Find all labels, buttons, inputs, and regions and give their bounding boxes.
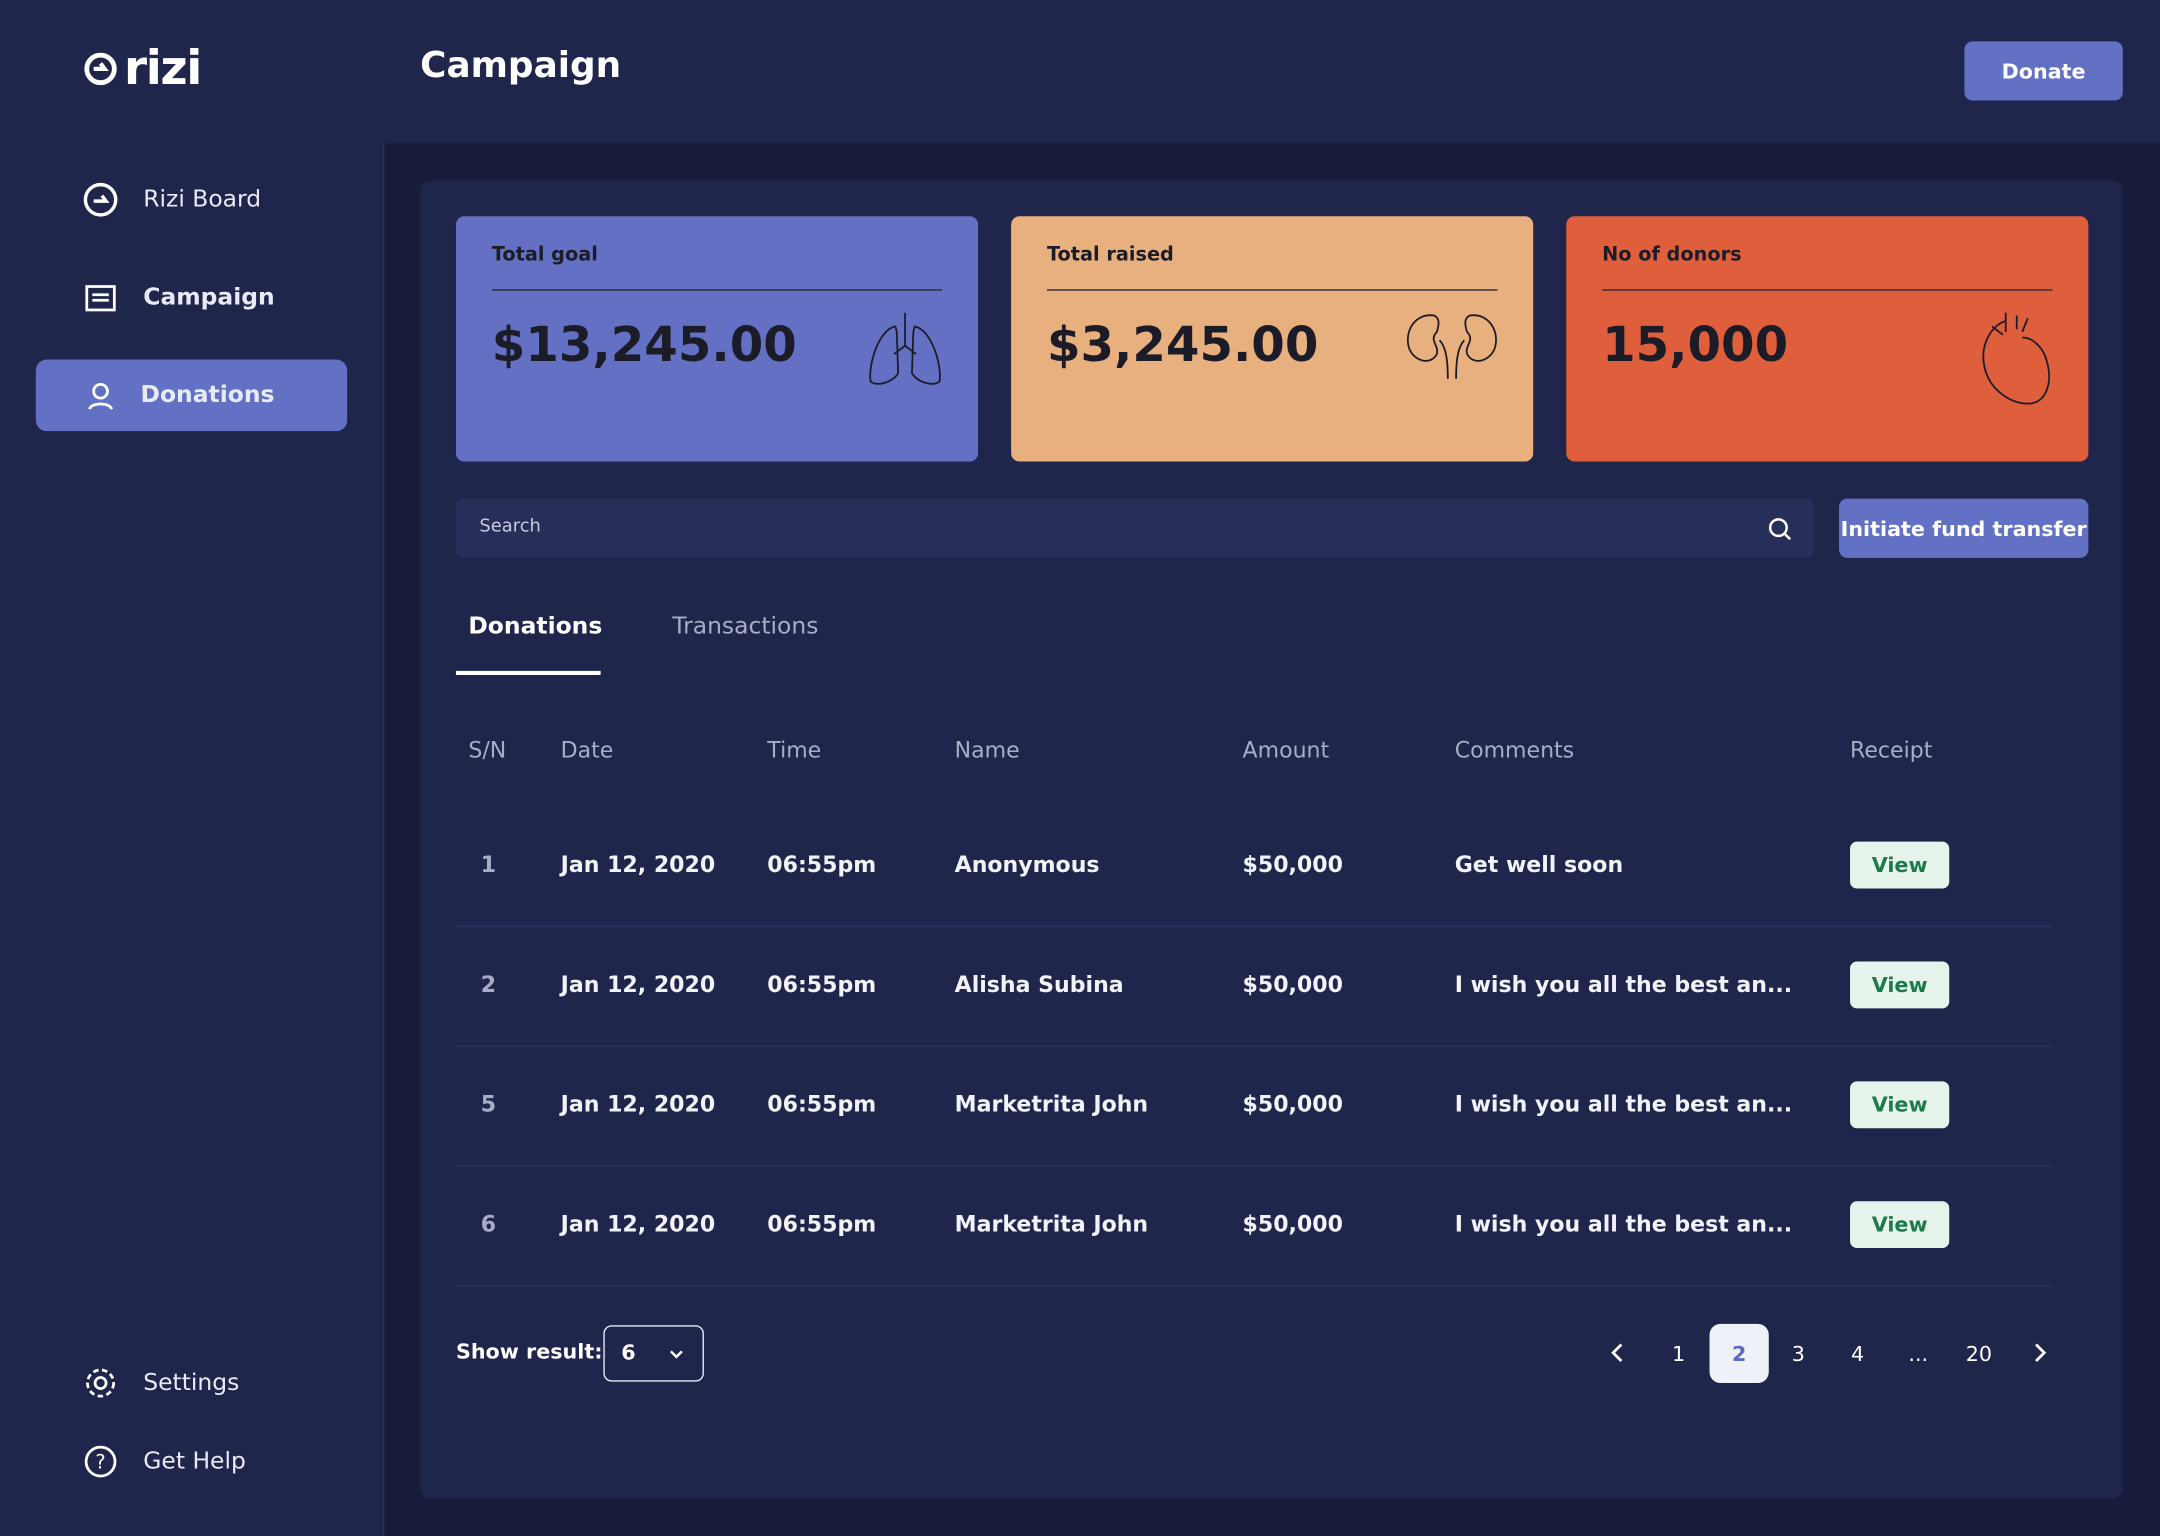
page-link[interactable]: 1 bbox=[1671, 1341, 1686, 1366]
page-size-value: 6 bbox=[621, 1340, 636, 1366]
page-link[interactable]: 20 bbox=[1965, 1341, 1993, 1366]
nav-label: Rizi Board bbox=[143, 185, 262, 214]
nav-label: Settings bbox=[143, 1369, 240, 1397]
nav-item[interactable]: ? Get Help bbox=[83, 1444, 246, 1480]
cell: Marketrita John bbox=[954, 1210, 1149, 1238]
row-divider bbox=[455, 925, 2053, 928]
row-divider bbox=[455, 1165, 2053, 1167]
nav-label: Donations bbox=[140, 381, 275, 410]
stat-card: No of donors 15,000 bbox=[1566, 216, 2089, 462]
page-current[interactable]: 2 bbox=[1709, 1323, 1769, 1384]
column-header: Comments bbox=[1454, 736, 1575, 764]
nav-label: Campaign bbox=[143, 283, 275, 312]
cell: 06:55pm bbox=[767, 851, 877, 878]
nav-item-active[interactable]: Donations bbox=[35, 359, 348, 432]
sidebar: rizi Rizi Board Campaign Donations Setti… bbox=[0, 0, 385, 1536]
show-result-label: Show result: bbox=[455, 1338, 603, 1364]
page-size-select[interactable]: 6 bbox=[603, 1325, 704, 1382]
nav-item[interactable]: Rizi Board bbox=[83, 182, 261, 218]
svg-text:?: ? bbox=[95, 1450, 105, 1473]
cell: Anonymous bbox=[954, 851, 1100, 878]
view-button[interactable]: View bbox=[1850, 961, 1950, 1009]
cell: Jan 12, 2020 bbox=[560, 1210, 716, 1238]
cell: Jan 12, 2020 bbox=[560, 971, 716, 998]
page-title: Campaign bbox=[420, 45, 622, 87]
row-divider bbox=[455, 1285, 2053, 1287]
cell: I wish you all the best an... bbox=[1454, 1210, 1793, 1238]
page-link[interactable]: 4 bbox=[1851, 1341, 1865, 1366]
card-label: Total goal bbox=[491, 243, 598, 266]
logo-text: rizi bbox=[123, 41, 202, 97]
cell: I wish you all the best an... bbox=[1454, 1091, 1793, 1118]
column-header: Name bbox=[954, 736, 1020, 764]
tab-underline bbox=[455, 670, 601, 675]
transfer-button[interactable]: Initiate fund transfer bbox=[1839, 498, 2089, 558]
cell: Marketrita John bbox=[954, 1091, 1149, 1118]
tab-active[interactable]: Donations bbox=[468, 613, 603, 641]
logo-icon bbox=[84, 52, 117, 86]
row-divider bbox=[455, 1045, 2053, 1047]
page-link[interactable]: ... bbox=[1908, 1341, 1929, 1366]
prev-page[interactable] bbox=[1608, 1342, 1630, 1364]
stat-card: Total goal $13,245.00 bbox=[455, 216, 979, 462]
nav-label: Get Help bbox=[143, 1447, 246, 1476]
donate-button[interactable]: Donate bbox=[1964, 41, 2123, 101]
view-button[interactable]: View bbox=[1850, 841, 1950, 889]
search-placeholder: Search bbox=[479, 516, 541, 538]
cell: $50,000 bbox=[1242, 1091, 1343, 1118]
search-box[interactable]: Search bbox=[455, 498, 1815, 558]
logo: rizi bbox=[83, 41, 202, 97]
view-button[interactable]: View bbox=[1850, 1081, 1950, 1129]
cell: 2 bbox=[480, 971, 497, 998]
column-header: Date bbox=[560, 736, 614, 764]
cell: 06:55pm bbox=[767, 1210, 877, 1238]
cell: 1 bbox=[480, 851, 497, 878]
page-link[interactable]: 3 bbox=[1791, 1341, 1805, 1366]
cell: $50,000 bbox=[1242, 1210, 1343, 1238]
cell: $50,000 bbox=[1242, 851, 1343, 878]
nav-item[interactable]: Settings bbox=[83, 1365, 240, 1401]
column-header: Time bbox=[767, 736, 822, 764]
column-header: S/N bbox=[468, 736, 507, 764]
cell: $50,000 bbox=[1242, 971, 1343, 998]
header bbox=[382, 0, 2160, 144]
column-header: Receipt bbox=[1850, 736, 1933, 764]
cell: 6 bbox=[480, 1210, 497, 1238]
cell: 06:55pm bbox=[767, 1091, 877, 1118]
cell: Get well soon bbox=[1454, 851, 1624, 878]
cell: 5 bbox=[480, 1091, 497, 1118]
cell: Jan 12, 2020 bbox=[560, 1091, 716, 1118]
cell: Jan 12, 2020 bbox=[560, 851, 716, 878]
cell: 06:55pm bbox=[767, 971, 877, 998]
stat-card: Total raised $3,245.00 bbox=[1011, 216, 1534, 462]
column-header: Amount bbox=[1242, 736, 1330, 764]
card-value: 15,000 bbox=[1602, 318, 1789, 374]
tab[interactable]: Transactions bbox=[672, 613, 819, 641]
next-page[interactable] bbox=[2028, 1342, 2050, 1364]
nav-item[interactable]: Campaign bbox=[83, 280, 275, 316]
view-button[interactable]: View bbox=[1850, 1201, 1950, 1249]
card-label: Total raised bbox=[1046, 243, 1174, 266]
card-label: No of donors bbox=[1602, 243, 1742, 266]
card-value: $3,245.00 bbox=[1046, 318, 1319, 374]
cell: Alisha Subina bbox=[954, 971, 1124, 998]
cell: I wish you all the best an... bbox=[1454, 971, 1793, 998]
card-value: $13,245.00 bbox=[491, 318, 797, 374]
